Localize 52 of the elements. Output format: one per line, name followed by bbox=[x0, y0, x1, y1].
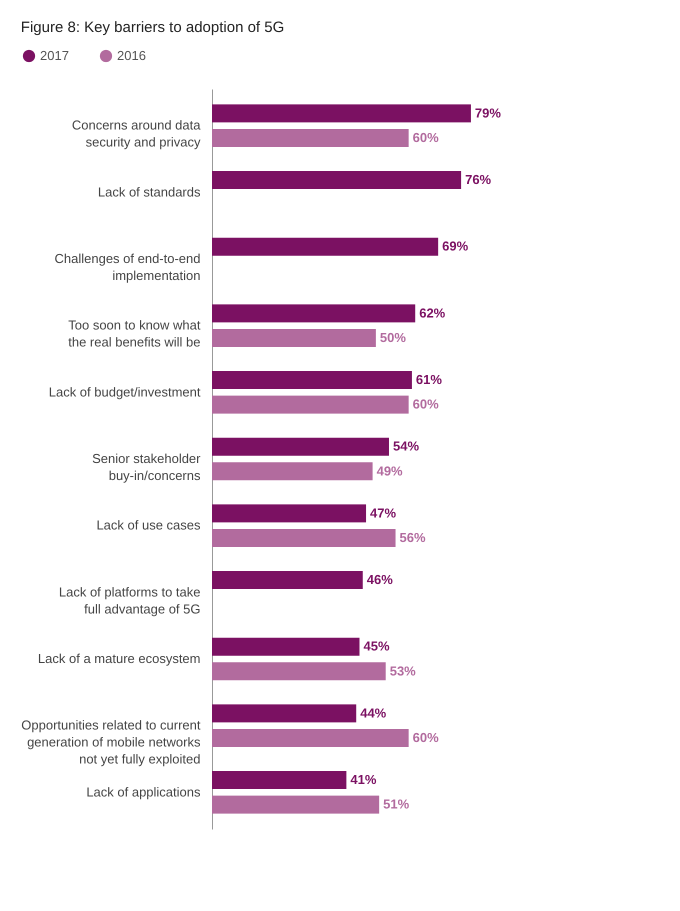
data-label: 76% bbox=[465, 172, 492, 188]
y-tick-label: Opportunities related to current generation of mobile networks not yet fully exploited bbox=[21, 718, 201, 767]
data-label: 56% bbox=[400, 530, 426, 545]
data-label: 60% bbox=[412, 730, 440, 745]
data-label: 41% bbox=[350, 772, 377, 788]
y-tick-label: Lack of budget/investment bbox=[48, 384, 201, 400]
bar bbox=[212, 728, 409, 747]
data-label: 49% bbox=[376, 463, 404, 478]
bar bbox=[212, 171, 462, 190]
bar bbox=[212, 396, 409, 414]
bar bbox=[212, 704, 356, 722]
y-tick-label: Senior stakeholder buy-in/concerns bbox=[92, 451, 202, 483]
bar bbox=[212, 438, 389, 456]
data-label: 62% bbox=[419, 305, 446, 320]
y-tick-label: Lack of a mature ecosystem bbox=[38, 651, 200, 666]
y-tick-label: Challenges of end-to-end implementation bbox=[54, 251, 200, 283]
y-tick-label: Lack of platforms to take full advantage of 5G bbox=[58, 584, 200, 616]
data-label: 51% bbox=[383, 796, 410, 812]
y-tick-label: Lack of standards bbox=[98, 184, 201, 200]
data-label: 69% bbox=[442, 238, 469, 254]
bar bbox=[212, 371, 412, 390]
bar bbox=[212, 128, 409, 147]
bar bbox=[212, 528, 396, 547]
legend-label: 2017 bbox=[40, 48, 69, 63]
data-label: 53% bbox=[390, 663, 416, 678]
data-label: 50% bbox=[380, 330, 406, 345]
chart-title: Figure 8: Key barriers to adoption of 5G bbox=[20, 19, 284, 36]
bar bbox=[212, 104, 471, 122]
bar bbox=[212, 771, 346, 790]
bar bbox=[212, 796, 380, 814]
bar bbox=[212, 638, 360, 656]
data-label: 79% bbox=[474, 105, 502, 120]
y-tick-label: Lack of applications bbox=[86, 784, 201, 800]
data-label: 46% bbox=[366, 572, 394, 588]
bar bbox=[212, 238, 438, 256]
data-label: 60% bbox=[412, 130, 440, 145]
bar bbox=[212, 662, 386, 680]
y-tick-label: Too soon to know what the real benefits will be bbox=[68, 318, 201, 350]
data-label: 60% bbox=[412, 396, 440, 412]
y-tick-label: Concerns around data security and privacy bbox=[72, 118, 202, 150]
data-label: 54% bbox=[392, 438, 420, 454]
bar bbox=[212, 571, 363, 590]
legend-label: 2016 bbox=[117, 48, 146, 63]
data-label: 44% bbox=[360, 705, 387, 720]
bar bbox=[212, 462, 373, 480]
data-label: 45% bbox=[363, 638, 390, 654]
data-label: 61% bbox=[416, 372, 442, 388]
bar bbox=[212, 304, 416, 322]
bar bbox=[212, 504, 366, 522]
bar bbox=[212, 328, 376, 347]
y-tick-label: Lack of use cases bbox=[96, 518, 201, 533]
data-label: 47% bbox=[370, 505, 397, 520]
